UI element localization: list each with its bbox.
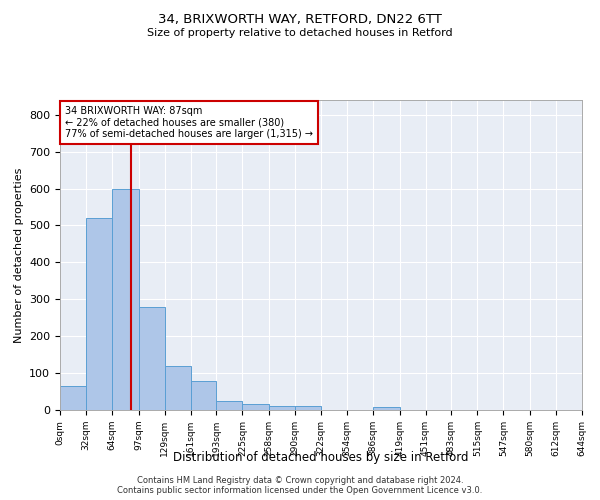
Bar xyxy=(295,406,321,410)
Text: 34 BRIXWORTH WAY: 87sqm
← 22% of detached houses are smaller (380)
77% of semi-d: 34 BRIXWORTH WAY: 87sqm ← 22% of detache… xyxy=(65,106,313,140)
Bar xyxy=(164,366,191,410)
Text: Size of property relative to detached houses in Retford: Size of property relative to detached ho… xyxy=(147,28,453,38)
Bar xyxy=(60,386,86,410)
Bar xyxy=(112,188,139,410)
Bar xyxy=(217,401,242,410)
Text: Contains HM Land Registry data © Crown copyright and database right 2024.
Contai: Contains HM Land Registry data © Crown c… xyxy=(118,476,482,495)
Bar xyxy=(269,406,295,410)
Text: 34, BRIXWORTH WAY, RETFORD, DN22 6TT: 34, BRIXWORTH WAY, RETFORD, DN22 6TT xyxy=(158,12,442,26)
Bar xyxy=(242,404,269,410)
Bar xyxy=(139,306,164,410)
Bar xyxy=(86,218,112,410)
Text: Distribution of detached houses by size in Retford: Distribution of detached houses by size … xyxy=(173,451,469,464)
Y-axis label: Number of detached properties: Number of detached properties xyxy=(14,168,23,342)
Bar xyxy=(373,407,400,410)
Bar xyxy=(191,381,217,410)
